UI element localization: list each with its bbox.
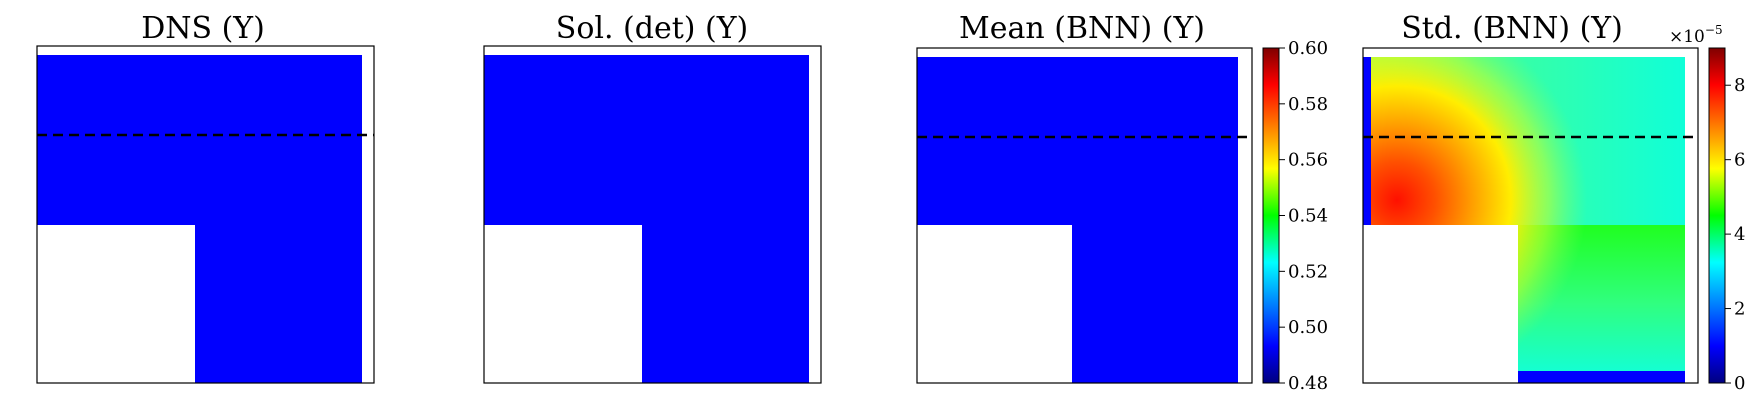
heatmap-std	[1363, 57, 1685, 383]
colorbar-tick-label: 0.60	[1288, 38, 1328, 59]
panel-std: Std. (BNN) (Y)	[1362, 11, 1745, 394]
axes-frame-dns	[36, 45, 375, 384]
panel-dns: DNS (Y)	[36, 11, 375, 384]
field-region-det	[484, 55, 809, 383]
panel-mean: Mean (BNN) (Y) 0.480.500.520.540.560.580…	[916, 11, 1328, 394]
panel-title-det: Sol. (det) (Y)	[556, 11, 748, 46]
colorbar-tick-label: 0.52	[1288, 261, 1328, 282]
colorbar-ticks-std: 0 2 4 6 8	[1725, 75, 1745, 394]
colorbar-tick-label: 8	[1734, 75, 1745, 96]
colorbar-tick-label: 0.56	[1288, 150, 1328, 171]
panel-title-std: Std. (BNN) (Y)	[1401, 11, 1623, 46]
panel-title-dns: DNS (Y)	[141, 11, 265, 46]
colorbar-tick-label: 0.48	[1288, 373, 1328, 394]
colorbar-tick-label: 0	[1734, 373, 1745, 394]
panel-det: Sol. (det) (Y)	[483, 11, 822, 384]
colorbar-tick-label: 0.58	[1288, 94, 1328, 115]
colorbar-tick-label: 6	[1734, 150, 1745, 171]
colorbar-tick-label: 2	[1734, 299, 1745, 320]
field-region-mean	[917, 57, 1238, 383]
axes-frame-det	[483, 45, 822, 384]
field-region-dns	[37, 55, 362, 383]
colorbar-tick-label: 0.54	[1288, 206, 1328, 227]
panel-title-mean: Mean (BNN) (Y)	[959, 11, 1205, 46]
colorbar-frame-std	[1708, 47, 1726, 384]
colorbar-tick-label: 0.50	[1288, 317, 1328, 338]
colorbar-mean	[1263, 48, 1279, 383]
colorbar-tick-label: 4	[1734, 224, 1745, 245]
colorbar-multiplier-std: ×10−5	[1669, 23, 1723, 47]
axes-frame-mean	[916, 47, 1253, 384]
axes-frame-std	[1362, 47, 1699, 384]
colorbar-std	[1709, 48, 1725, 383]
colorbar-ticks-mean: 0.48 0.50 0.52 0.54 0.56 0.58 0.60	[1279, 38, 1328, 394]
